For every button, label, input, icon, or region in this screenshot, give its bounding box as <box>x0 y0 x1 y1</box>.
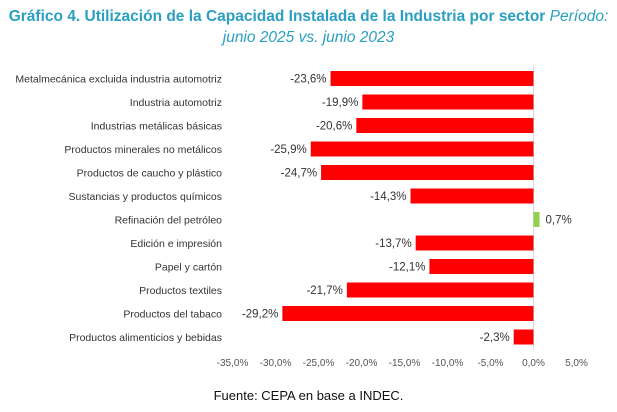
value-label: -25,9% <box>270 144 306 156</box>
value-label: -29,2% <box>242 309 278 321</box>
category-label: Industria automotriz <box>130 97 222 109</box>
category-label: Productos alimenticios y bebidas <box>69 332 222 344</box>
x-tick-label: 5,0% <box>565 358 588 369</box>
category-label: Industrias metálicas básicas <box>91 121 222 133</box>
chart-title-main: Gráfico 4. Utilización de la Capacidad I… <box>8 8 546 25</box>
bar-5 <box>321 165 534 180</box>
category-label: Edición e impresión <box>130 238 222 250</box>
x-tick-label: -5,0% <box>477 358 503 369</box>
bar-1 <box>330 71 534 86</box>
bar-2 <box>362 94 534 110</box>
chart-title-period: junio 2025 vs. junio 2023 <box>222 29 395 46</box>
bar-chart: Metalmecánica excluida industria automot… <box>15 66 588 369</box>
bar-7 <box>533 212 540 227</box>
x-tick-label: -25,0% <box>303 358 335 369</box>
bar-10 <box>346 282 534 298</box>
value-label: -13,7% <box>375 238 411 250</box>
value-label: -2,3% <box>480 332 510 344</box>
bar-9 <box>429 259 534 274</box>
x-tick-label: -30,0% <box>260 358 292 369</box>
value-label: -23,6% <box>290 74 326 86</box>
value-label: -21,7% <box>306 285 342 297</box>
category-label: Sustancias y productos químicos <box>69 191 223 203</box>
category-label: Productos textiles <box>139 285 222 297</box>
source-note: Fuente: CEPA en base a INDEC. <box>213 388 404 403</box>
category-label: Productos del tabaco <box>123 309 222 321</box>
bar-3 <box>356 118 534 133</box>
x-tick-label: -15,0% <box>389 358 421 369</box>
category-label: Productos minerales no metálicos <box>64 144 222 156</box>
category-label: Productos de caucho y plástico <box>77 168 222 180</box>
category-label: Metalmecánica excluida industria automot… <box>15 74 222 86</box>
bar-11 <box>282 306 534 321</box>
category-label: Papel y cartón <box>155 262 222 274</box>
bar-8 <box>415 235 534 251</box>
chart-title: Gráfico 4. Utilización de la Capacidad I… <box>0 6 617 48</box>
value-label: 0,7% <box>546 215 572 227</box>
bar-4 <box>310 141 534 157</box>
chart-title-period-label: Período: <box>549 8 609 25</box>
bar-6 <box>410 188 534 204</box>
value-label: -14,3% <box>370 191 406 203</box>
value-label: -24,7% <box>281 168 317 180</box>
bar-12 <box>513 329 534 345</box>
x-tick-label: -20,0% <box>346 358 378 369</box>
x-tick-label: -35,0% <box>217 358 249 369</box>
value-label: -19,9% <box>322 97 358 109</box>
value-label: -20,6% <box>316 121 352 133</box>
category-label: Refinación del petróleo <box>115 215 223 227</box>
x-tick-label: -10,0% <box>432 358 464 369</box>
x-tick-label: 0,0% <box>522 358 545 369</box>
value-label: -12,1% <box>389 262 425 274</box>
